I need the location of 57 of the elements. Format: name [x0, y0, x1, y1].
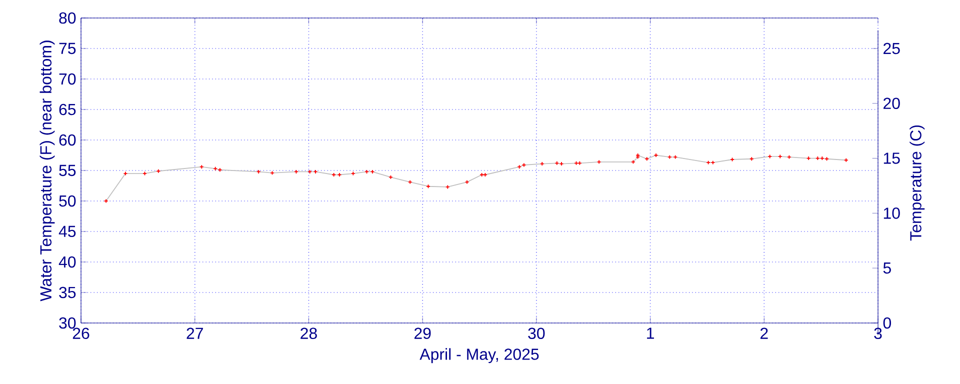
x-tick-label: 29 — [414, 328, 431, 340]
point — [673, 154, 678, 160]
y-tick-label: 70 — [59, 73, 76, 85]
y-tick-label: 80 — [59, 12, 76, 24]
y-tick-label: 35 — [59, 286, 76, 298]
y-tick-label: 45 — [58, 226, 76, 238]
x-axis-title: April - May, 2025 — [420, 348, 539, 364]
point — [596, 160, 602, 164]
point — [350, 171, 356, 176]
point — [445, 184, 450, 190]
y2-tick-label: 15 — [884, 152, 900, 164]
y2-tick-label: 5 — [883, 262, 891, 274]
point — [156, 168, 161, 174]
y-tick-label: 60 — [59, 134, 76, 146]
y2-tick-label: 25 — [884, 42, 900, 54]
x-tick-label: 27 — [186, 328, 203, 339]
point — [806, 156, 811, 160]
point — [644, 156, 650, 162]
y-axis-title: Water Temperature (F) (near bottom) — [40, 40, 55, 302]
y2-tick-label: 20 — [884, 98, 900, 110]
y-tick-label: 30 — [59, 317, 76, 329]
point — [554, 160, 560, 166]
point — [256, 170, 261, 174]
point — [710, 160, 716, 165]
y2-tick-label: 0 — [883, 317, 891, 329]
y-tick-label: 55 — [59, 164, 76, 176]
x-tick-label: 3 — [874, 328, 882, 340]
point — [313, 170, 318, 174]
y-tick-label: 40 — [58, 256, 76, 268]
point — [517, 164, 522, 170]
point — [388, 175, 393, 180]
point — [787, 154, 792, 160]
point — [408, 180, 412, 184]
point — [667, 154, 672, 160]
x-tick-label: 2 — [760, 328, 768, 339]
point — [844, 158, 848, 162]
x-tick-label: 28 — [300, 328, 317, 340]
y-tick-label: 75 — [59, 42, 76, 54]
x-tick-label: 30 — [528, 328, 545, 340]
point — [370, 170, 375, 174]
y-tick-label: 50 — [59, 195, 76, 207]
point — [123, 171, 128, 176]
point — [577, 160, 582, 166]
point — [308, 170, 312, 174]
y2-axis-title: Temperature (C) — [910, 125, 925, 241]
x-tick-label: 26 — [72, 328, 90, 340]
point — [815, 156, 820, 160]
point — [820, 156, 824, 160]
x-tick-label: 1 — [647, 328, 654, 339]
point — [199, 164, 204, 170]
point — [749, 156, 754, 162]
y-tick-label: 65 — [59, 104, 76, 116]
point — [768, 154, 772, 159]
point — [778, 154, 782, 159]
point — [706, 160, 711, 165]
point — [631, 160, 636, 164]
y2-tick-label: 10 — [884, 208, 900, 219]
